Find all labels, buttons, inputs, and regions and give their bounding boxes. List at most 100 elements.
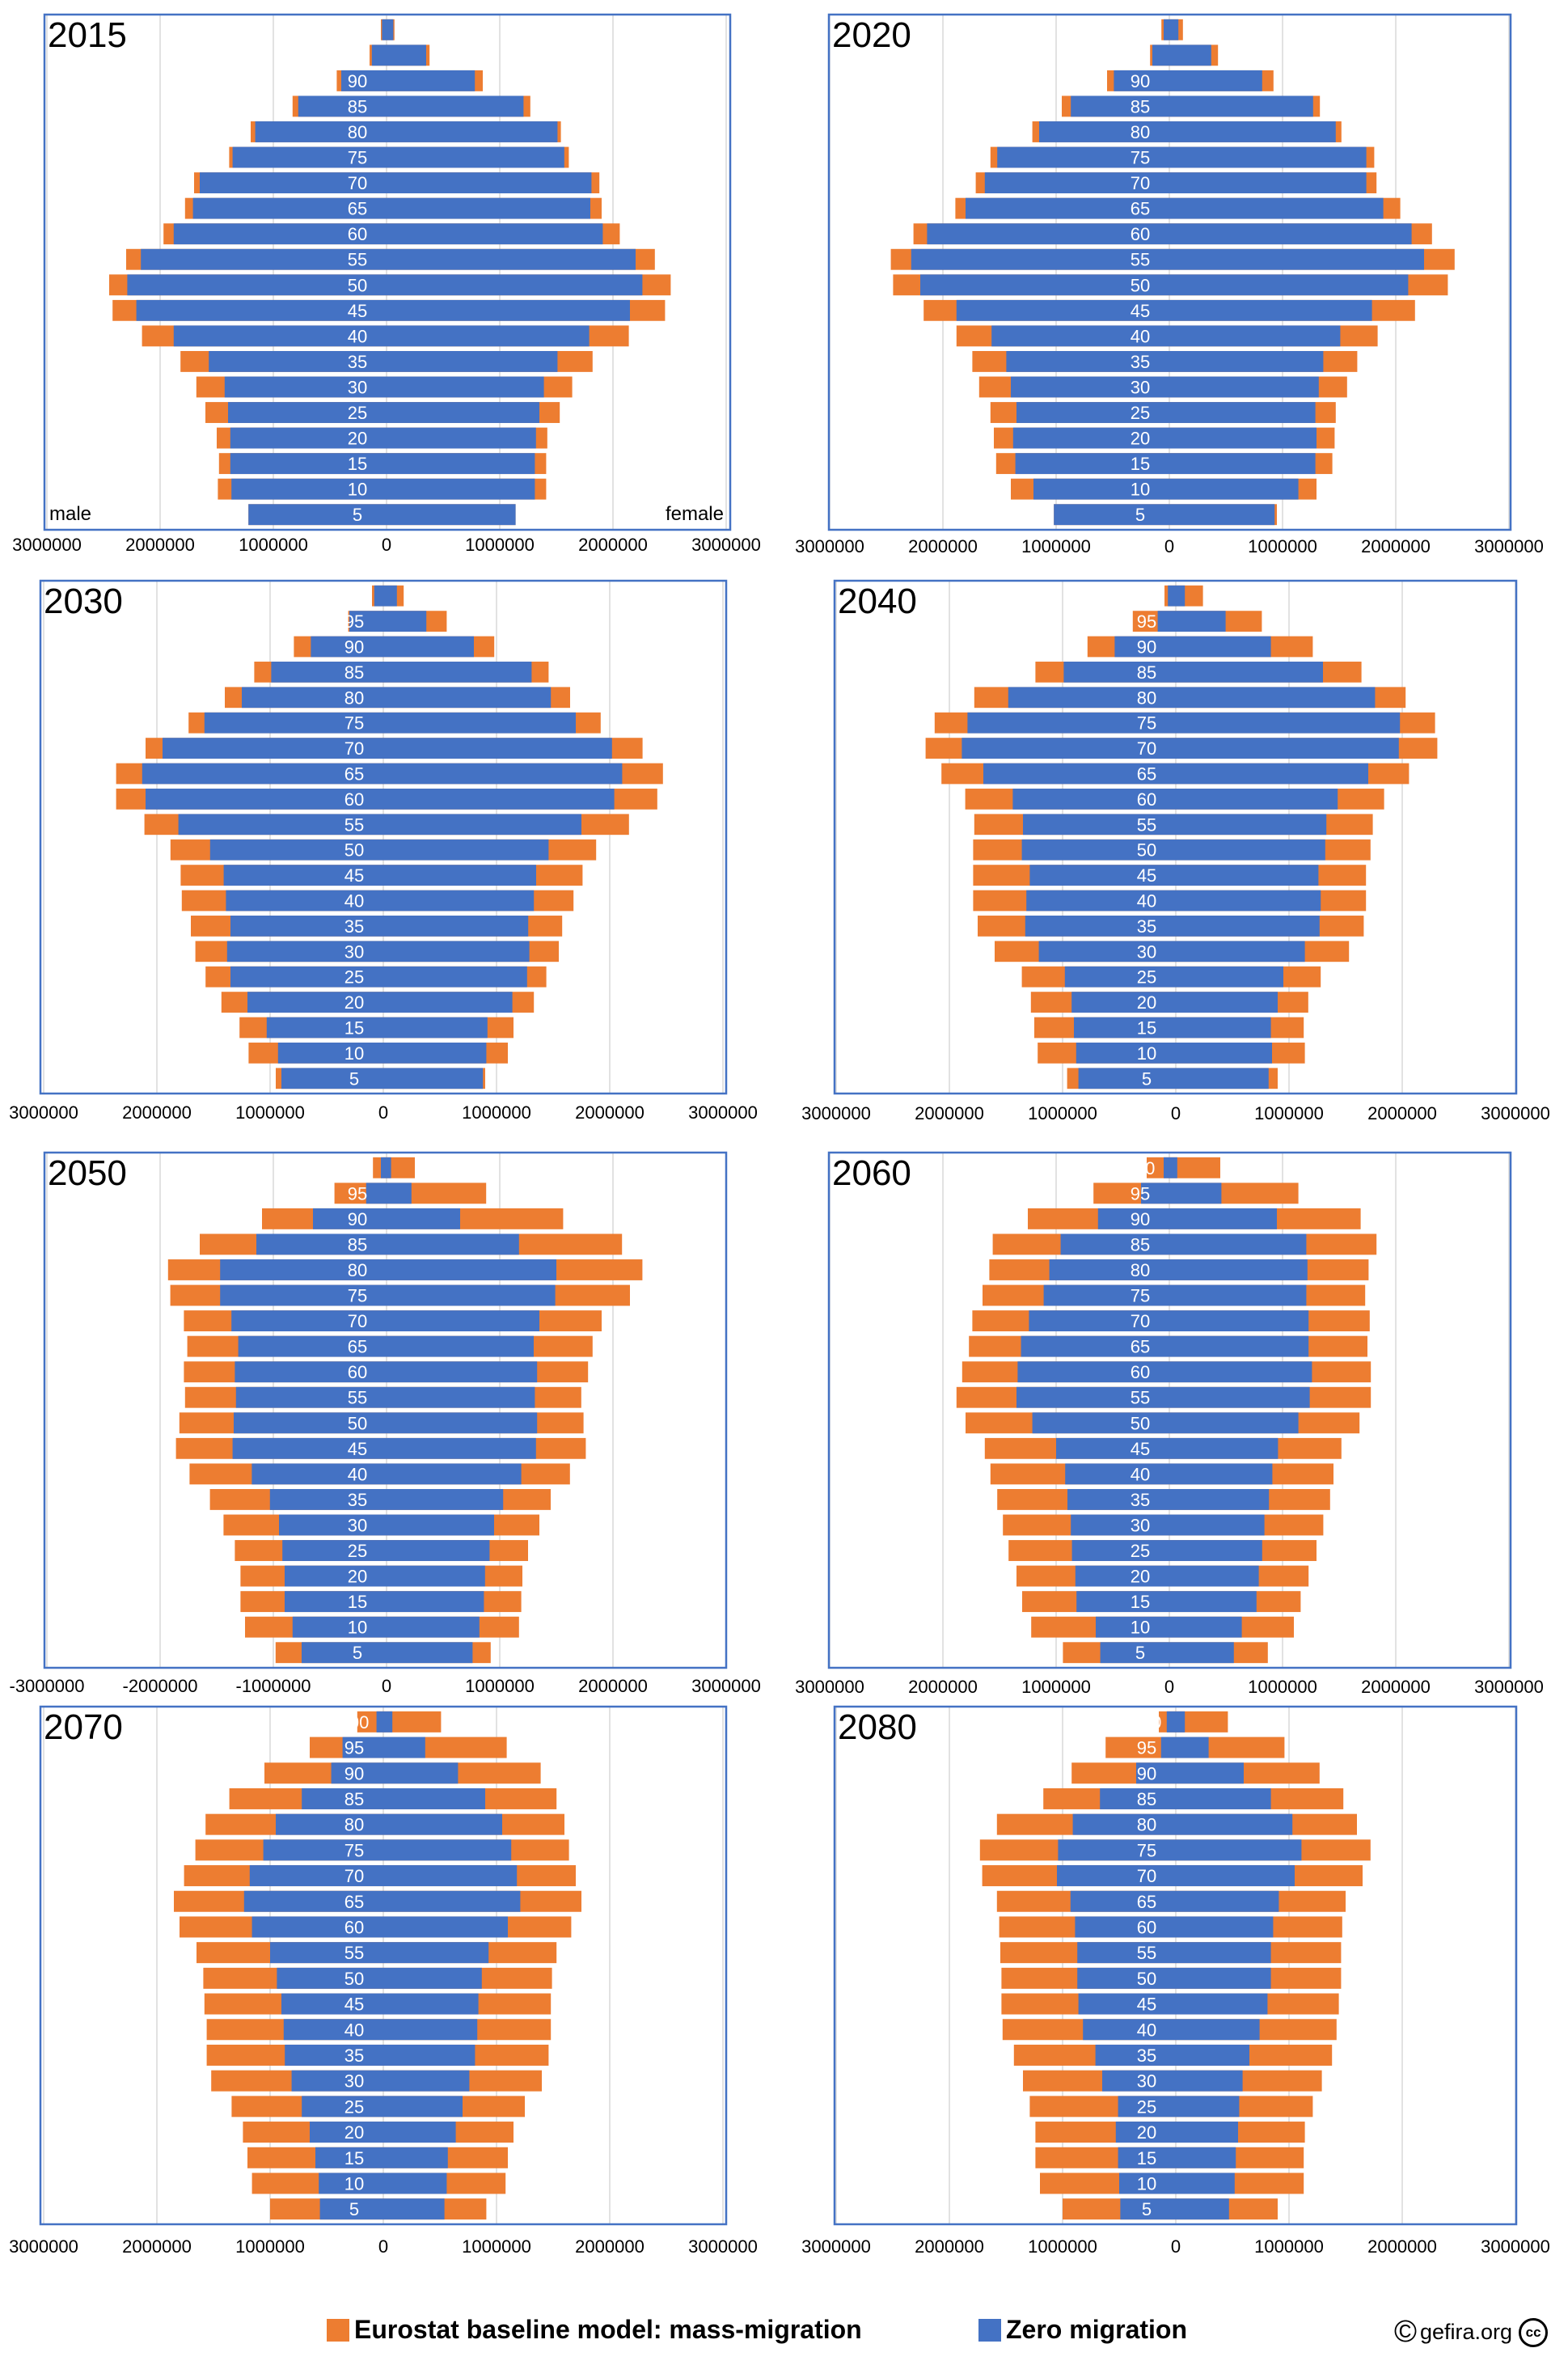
bar-zero-male xyxy=(1032,1412,1169,1434)
age-label: 25 xyxy=(1137,967,1156,988)
age-label: 95 xyxy=(344,611,364,632)
bar-zero-male xyxy=(200,172,387,194)
bar-zero-female xyxy=(1169,1157,1177,1178)
bar-zero-female xyxy=(1176,1813,1293,1835)
bar-zero-female xyxy=(387,376,544,398)
bar-zero-female xyxy=(1169,350,1324,372)
age-label: 70 xyxy=(348,1311,367,1331)
bar-zero-female xyxy=(1169,1335,1309,1357)
x-tick-label: 0 xyxy=(382,1676,391,1696)
bar-zero-female xyxy=(1176,1788,1271,1809)
age-label: 10 xyxy=(1131,480,1150,500)
age-label: 25 xyxy=(344,967,364,988)
bar-zero-male xyxy=(1096,1616,1169,1638)
bar-zero-female xyxy=(1176,1916,1274,1938)
age-label: 80 xyxy=(1137,688,1156,708)
bar-zero-male xyxy=(920,274,1169,296)
bar-zero-female xyxy=(1169,44,1211,66)
bar-zero-female xyxy=(383,636,474,658)
age-label: 85 xyxy=(1137,662,1156,683)
bar-zero-female xyxy=(1176,1711,1186,1732)
x-tick-label: 1000000 xyxy=(235,2236,305,2257)
bar-zero-male xyxy=(266,1017,383,1039)
bar-zero-male xyxy=(226,890,383,912)
bar-zero-female xyxy=(383,966,527,988)
bar-zero-male xyxy=(1056,1437,1169,1459)
age-label: 20 xyxy=(344,2122,364,2143)
legend-zero-label: Zero migration xyxy=(1006,2315,1188,2344)
bar-zero-female xyxy=(1169,1616,1242,1638)
bar-zero-male xyxy=(342,1737,383,1758)
x-tick-label: 1000000 xyxy=(462,1102,531,1123)
bar-zero-male xyxy=(1152,44,1169,66)
bar-zero-female xyxy=(1176,890,1321,912)
bar-zero-female xyxy=(383,2147,448,2168)
x-tick-label: 1000000 xyxy=(239,535,308,555)
bar-zero-male xyxy=(1164,1157,1169,1178)
bar-zero-female xyxy=(387,44,426,66)
pyramid-panel-2060: 1009590858075706560555045403530252015105… xyxy=(795,1151,1544,1697)
bar-zero-female xyxy=(1169,172,1367,194)
bar-zero-male xyxy=(1012,427,1169,449)
age-label: 40 xyxy=(1137,2020,1156,2040)
x-tick-label: -2000000 xyxy=(123,1676,198,1696)
bar-zero-male xyxy=(231,478,387,500)
age-label: 85 xyxy=(348,1234,367,1254)
age-label: 85 xyxy=(1137,1789,1156,1809)
bar-zero-female xyxy=(1176,2019,1260,2041)
bar-zero-female xyxy=(383,2198,445,2220)
legend-migration-label: Eurostat baseline model: mass-migration xyxy=(354,2315,862,2344)
bar-zero-female xyxy=(387,95,524,117)
age-label: 95 xyxy=(1131,45,1150,66)
bar-zero-female xyxy=(387,1208,460,1229)
bar-zero-female xyxy=(1169,1514,1265,1536)
age-label: 25 xyxy=(344,2096,364,2117)
bar-zero-female xyxy=(383,2172,447,2194)
bar-zero-female xyxy=(1169,478,1299,500)
age-label: 100 xyxy=(340,1712,370,1732)
age-label: 75 xyxy=(1131,1286,1150,1306)
bar-zero-male xyxy=(1006,350,1169,372)
pyramid-panel-2020: 1009590858075706560555045403530252015105… xyxy=(795,13,1544,556)
x-tick-label: 2000000 xyxy=(578,535,648,555)
bar-zero-male xyxy=(228,402,387,423)
bar-zero-male xyxy=(292,1616,387,1638)
age-label: 60 xyxy=(348,1362,367,1382)
bar-zero-female xyxy=(387,478,535,500)
x-tick-label: 3000000 xyxy=(1474,1677,1544,1697)
age-label: 80 xyxy=(344,688,364,708)
bar-zero-female xyxy=(383,2044,475,2066)
bar-zero-female xyxy=(383,611,427,632)
bar-zero-female xyxy=(387,299,630,321)
age-label: 70 xyxy=(1137,1866,1156,1886)
age-label: 85 xyxy=(344,662,364,683)
age-label: 45 xyxy=(344,1995,364,2015)
bar-zero-male xyxy=(983,763,1176,785)
age-label: 10 xyxy=(348,480,367,500)
bar-zero-male xyxy=(1015,453,1169,475)
bar-zero-male xyxy=(235,1361,387,1383)
bar-zero-female xyxy=(1176,1993,1268,2015)
x-tick-label: 2000000 xyxy=(1367,1103,1437,1123)
bar-zero-female xyxy=(1169,1488,1270,1510)
age-label: 55 xyxy=(344,1943,364,1963)
bar-zero-male xyxy=(1071,992,1176,1013)
bar-zero-male xyxy=(1168,585,1176,607)
age-label: 40 xyxy=(348,326,367,346)
bar-zero-female xyxy=(1176,636,1271,658)
legend-migration-swatch xyxy=(327,2318,349,2342)
bar-zero-male xyxy=(1160,1737,1176,1758)
age-label: 100 xyxy=(340,586,370,607)
bar-zero-male xyxy=(142,763,384,785)
bar-zero-male xyxy=(251,1463,387,1485)
bar-zero-male xyxy=(281,1068,383,1089)
x-tick-label: 3000000 xyxy=(1474,536,1544,556)
age-label: 50 xyxy=(1131,1413,1150,1433)
age-label: 50 xyxy=(348,1413,367,1433)
panel-year: 2060 xyxy=(832,1153,911,1193)
age-label: 30 xyxy=(348,377,367,397)
bar-zero-male xyxy=(1071,1540,1169,1561)
age-label: 90 xyxy=(344,1763,364,1783)
age-label: 15 xyxy=(344,1018,364,1039)
bar-zero-female xyxy=(1176,2070,1243,2092)
